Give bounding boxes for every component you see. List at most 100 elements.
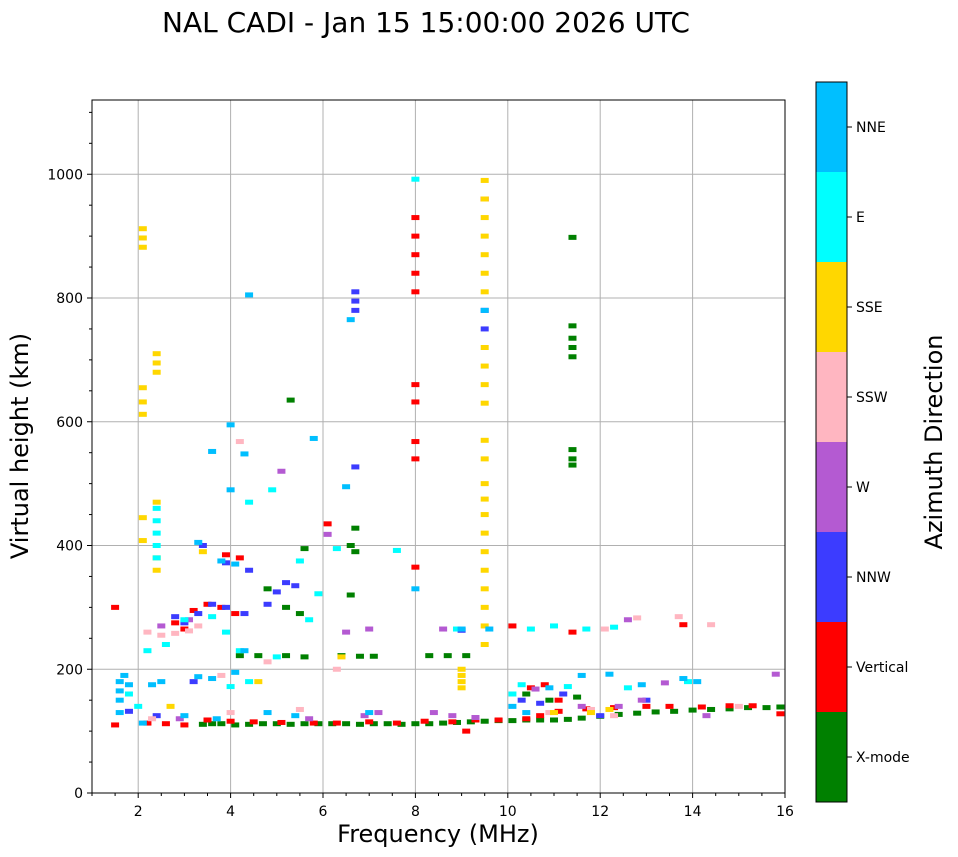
echo-point (323, 531, 332, 537)
echo-point (115, 697, 124, 703)
echo-point (392, 547, 401, 553)
echo-point (143, 629, 152, 635)
echo-point (235, 648, 244, 654)
echo-point (134, 703, 143, 709)
echo-point (568, 345, 577, 350)
echo-point (355, 721, 364, 727)
echo-point (545, 710, 554, 716)
echo-point (282, 580, 291, 586)
echo-point (480, 382, 489, 388)
echo-point (148, 716, 157, 722)
echo-point (245, 292, 254, 298)
echo-point (240, 451, 249, 457)
echo-point (217, 558, 226, 564)
x-tick-label: 12 (591, 804, 609, 820)
echo-point (637, 682, 646, 688)
colorbar-segment (816, 262, 847, 352)
echo-point (143, 648, 152, 654)
echo-point (282, 653, 291, 659)
echo-point (245, 567, 254, 573)
echo-point (471, 715, 480, 721)
echo-point (425, 653, 434, 659)
colorbar-tick-label: W (856, 480, 870, 496)
echo-point (166, 703, 175, 709)
echo-point (725, 706, 734, 712)
x-tick-label: 2 (134, 804, 143, 820)
echo-point (610, 624, 619, 630)
echo-point (480, 604, 489, 610)
echo-point (369, 721, 378, 727)
colorbar: X-mode Vertical NNW W SSW SSE E NNE (815, 81, 910, 803)
x-tick-label: 8 (411, 804, 420, 820)
echo-point (526, 626, 535, 632)
echo-point (480, 363, 489, 369)
echo-point (577, 715, 586, 721)
echo-point (231, 611, 240, 617)
echo-point (152, 351, 161, 357)
echo-point (291, 713, 300, 719)
echo-point (457, 679, 466, 685)
echo-point (771, 671, 780, 677)
echo-point (221, 604, 230, 610)
echo-point (346, 592, 355, 598)
echo-point (702, 713, 711, 719)
echo-point (480, 270, 489, 276)
echo-point (226, 422, 235, 428)
echo-point (545, 685, 554, 691)
echo-point (171, 630, 180, 636)
echo-point (536, 717, 545, 723)
echo-point (263, 586, 272, 592)
echo-point (203, 717, 212, 723)
echo-point (411, 456, 420, 462)
echo-point (568, 335, 577, 341)
echo-point (734, 703, 743, 709)
echo-point (642, 703, 651, 709)
echo-point (480, 642, 489, 647)
echo-point (254, 679, 263, 685)
colorbar-segment (816, 442, 847, 532)
echo-point (198, 543, 207, 548)
echo-point (429, 710, 438, 716)
plot-area: 2 4 6 8 10 12 14 16 0 200 400 600 800 1000 (47, 99, 794, 820)
echo-point (480, 289, 489, 295)
echo-point (683, 679, 692, 685)
echo-point (240, 611, 249, 617)
echo-point (480, 496, 489, 502)
echo-point (457, 666, 466, 672)
echo-point (138, 244, 147, 250)
echo-point (637, 697, 646, 703)
echo-point (217, 672, 226, 678)
echo-point (332, 720, 341, 726)
echo-point (531, 686, 540, 692)
echo-point (480, 481, 489, 487)
echo-point (679, 622, 688, 628)
echo-point (688, 707, 697, 713)
echo-point (314, 591, 323, 597)
echo-point (522, 691, 531, 697)
echo-point (185, 628, 194, 634)
echo-point (623, 685, 632, 691)
echo-point (286, 721, 295, 727)
echo-point (235, 653, 244, 659)
echo-point (651, 709, 660, 715)
echo-point (152, 567, 161, 573)
series-w (157, 468, 780, 722)
echo-point (351, 464, 360, 470)
colorbar-tick-label: NNE (856, 120, 886, 136)
echo-point (208, 614, 217, 620)
y-tick-label: 200 (56, 662, 83, 678)
x-axis-label: Frequency (MHz) (337, 820, 539, 848)
echo-point (411, 270, 420, 276)
echo-point (443, 653, 452, 659)
echo-point (411, 721, 420, 727)
echo-point (194, 539, 203, 545)
echo-point (480, 549, 489, 555)
x-tick-label: 16 (776, 804, 794, 820)
echo-point (660, 680, 669, 686)
echo-point (586, 706, 595, 712)
echo-point (221, 552, 230, 558)
echo-point (231, 669, 240, 675)
echo-point (245, 499, 254, 505)
echo-point (397, 721, 406, 727)
echo-point (208, 448, 217, 454)
